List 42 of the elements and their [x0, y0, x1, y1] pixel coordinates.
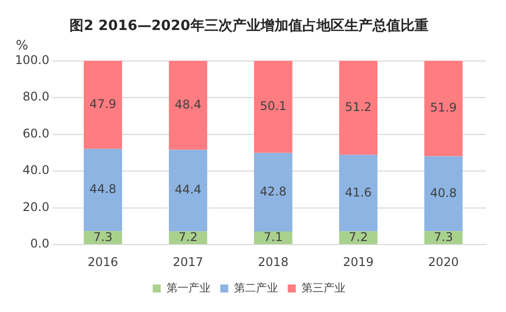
bar — [168, 60, 208, 150]
y-tick-label: 0.0 — [30, 236, 50, 251]
bar — [254, 232, 292, 244]
data-label: 40.8 — [430, 186, 457, 200]
x-tick-label: 2018 — [258, 254, 288, 269]
bar — [84, 60, 122, 149]
bar — [424, 60, 463, 156]
y-tick-label: 100.0 — [14, 52, 50, 67]
data-label: 41.6 — [344, 185, 372, 200]
y-tick-label: 40.0 — [22, 163, 50, 178]
data-label: 51.2 — [344, 100, 372, 114]
bar — [339, 154, 378, 232]
data-label: 7.3 — [434, 230, 453, 244]
data-label: 47.9 — [90, 96, 116, 111]
data-label: 7.1 — [264, 230, 283, 244]
bar — [84, 148, 122, 232]
legend-label: 第一产业 — [166, 281, 210, 294]
data-label: 7.2 — [178, 230, 198, 244]
data-label: 7.3 — [93, 230, 112, 244]
x-tick-label: 2019 — [343, 254, 374, 269]
data-label: 42.8 — [260, 184, 287, 198]
data-label: 44.4 — [174, 182, 202, 197]
x-tick-label: 2016 — [88, 254, 118, 269]
x-tick-label: 2017 — [172, 254, 204, 269]
data-label: 51.9 — [430, 100, 457, 115]
bar — [254, 60, 292, 153]
data-label: 7.2 — [348, 230, 368, 244]
bar — [254, 152, 292, 232]
bar — [168, 150, 208, 232]
y-tick-label: 20.0 — [22, 200, 50, 214]
data-label: 50.1 — [260, 98, 287, 113]
data-label: 48.4 — [174, 97, 202, 112]
bar — [424, 156, 463, 232]
legend-label: 第二产业 — [234, 281, 278, 294]
chart-title: 图2 2016—2020年三次产业增加值占地区生产总值比重 — [70, 17, 428, 34]
legend-label: 第三产业 — [301, 281, 346, 294]
bar — [339, 60, 378, 155]
data-label: 44.8 — [90, 182, 116, 196]
y-tick-label: 80.0 — [22, 90, 50, 104]
y-axis-title: % — [16, 38, 28, 54]
x-tick-label: 2020 — [428, 254, 459, 269]
y-tick-label: 60.0 — [22, 126, 50, 140]
